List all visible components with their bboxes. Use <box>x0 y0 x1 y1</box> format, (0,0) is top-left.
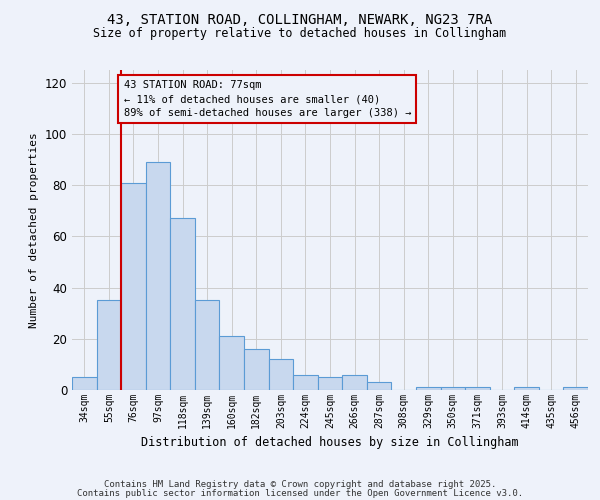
Text: Contains public sector information licensed under the Open Government Licence v3: Contains public sector information licen… <box>77 489 523 498</box>
Bar <box>195 300 220 390</box>
Bar <box>244 349 269 390</box>
Bar <box>121 182 146 390</box>
Bar <box>318 377 342 390</box>
Y-axis label: Number of detached properties: Number of detached properties <box>29 132 39 328</box>
Bar <box>563 388 588 390</box>
Bar <box>367 382 391 390</box>
Text: 43, STATION ROAD, COLLINGHAM, NEWARK, NG23 7RA: 43, STATION ROAD, COLLINGHAM, NEWARK, NG… <box>107 12 493 26</box>
Bar <box>170 218 195 390</box>
Bar <box>220 336 244 390</box>
X-axis label: Distribution of detached houses by size in Collingham: Distribution of detached houses by size … <box>141 436 519 450</box>
Bar <box>97 300 121 390</box>
Text: Contains HM Land Registry data © Crown copyright and database right 2025.: Contains HM Land Registry data © Crown c… <box>104 480 496 489</box>
Bar <box>514 388 539 390</box>
Bar <box>146 162 170 390</box>
Bar <box>465 388 490 390</box>
Bar <box>269 360 293 390</box>
Bar <box>342 374 367 390</box>
Bar <box>440 388 465 390</box>
Text: Size of property relative to detached houses in Collingham: Size of property relative to detached ho… <box>94 28 506 40</box>
Bar <box>72 377 97 390</box>
Bar <box>416 388 440 390</box>
Text: 43 STATION ROAD: 77sqm
← 11% of detached houses are smaller (40)
89% of semi-det: 43 STATION ROAD: 77sqm ← 11% of detached… <box>124 80 411 118</box>
Bar <box>293 374 318 390</box>
